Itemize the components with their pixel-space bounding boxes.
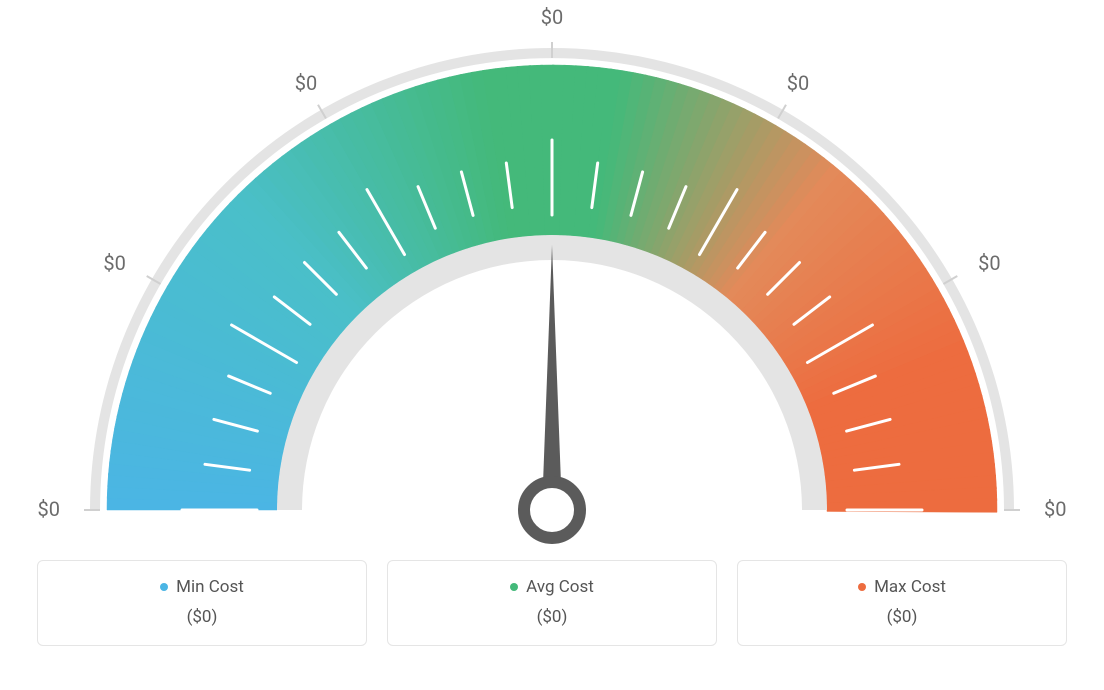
legend-value-max: ($0) (758, 607, 1046, 627)
legend-label-min: Min Cost (58, 577, 346, 597)
gauge-scale-label: $0 (295, 71, 317, 95)
gauge-scale-label: $0 (103, 251, 125, 275)
gauge-scale-label: $0 (787, 71, 809, 95)
gauge-scale-label: $0 (978, 251, 1000, 275)
legend-bullet-avg (510, 583, 518, 591)
legend-row: Min Cost ($0) Avg Cost ($0) Max Cost ($0… (0, 560, 1104, 646)
legend-value-avg: ($0) (408, 607, 696, 627)
legend-bullet-min (160, 583, 168, 591)
legend-text-avg: Avg Cost (526, 577, 594, 597)
legend-label-avg: Avg Cost (408, 577, 696, 597)
gauge-needle-hub (524, 482, 580, 538)
legend-label-max: Max Cost (758, 577, 1046, 597)
legend-card-avg: Avg Cost ($0) (387, 560, 717, 646)
gauge-scale-label: $0 (38, 497, 60, 521)
legend-text-max: Max Cost (874, 577, 946, 597)
legend-value-min: ($0) (58, 607, 346, 627)
gauge-svg: $0 $0 $0 $0 $0 $0 $0 (0, 0, 1104, 550)
legend-text-min: Min Cost (176, 577, 244, 597)
gauge-scale-label: $0 (1044, 497, 1066, 521)
legend-bullet-max (858, 583, 866, 591)
gauge-scale-label: $0 (541, 5, 563, 29)
gauge-needle (542, 245, 562, 510)
legend-card-min: Min Cost ($0) (37, 560, 367, 646)
cost-gauge: $0 $0 $0 $0 $0 $0 $0 (0, 0, 1104, 550)
legend-card-max: Max Cost ($0) (737, 560, 1067, 646)
